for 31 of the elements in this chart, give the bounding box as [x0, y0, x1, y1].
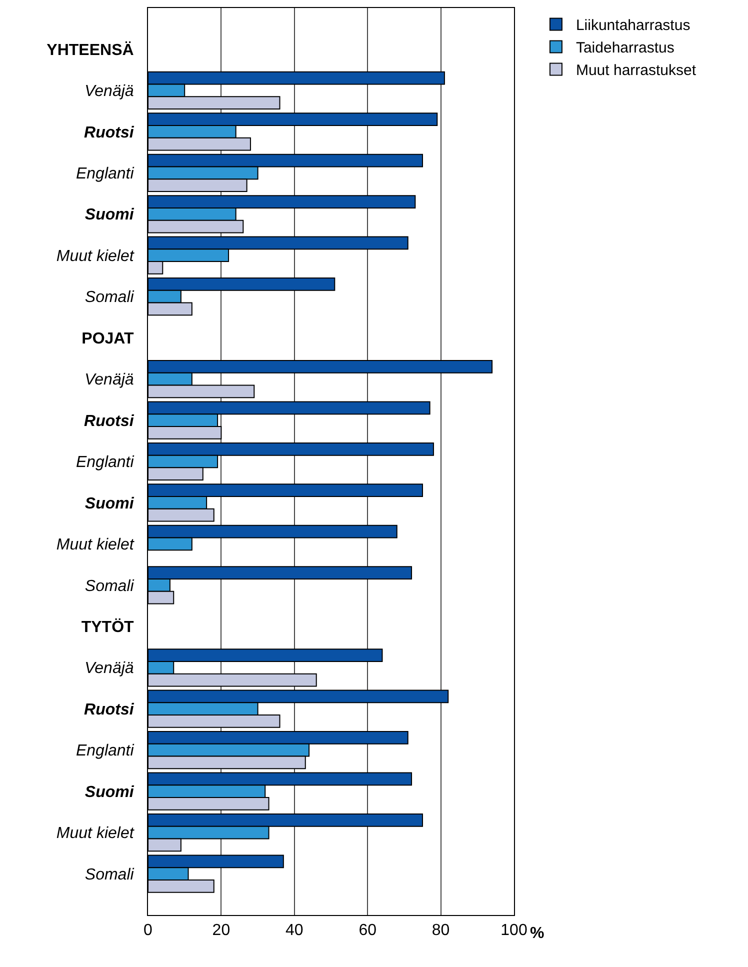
y-tick-label: Somali: [84, 289, 134, 306]
y-tick-label: Suomi: [84, 784, 134, 801]
x-tick-label: 40: [286, 922, 304, 940]
y-tick-label: Venäjä: [84, 372, 134, 389]
y-tick-label: Venäjä: [84, 660, 134, 678]
y-tick-label: Ruotsi: [84, 412, 134, 430]
y-tick-label: Muut kielet: [56, 536, 134, 554]
y-tick-label: Venäjä: [84, 83, 134, 100]
x-tick-label: 60: [358, 922, 377, 940]
y-tick-label: TYTÖT: [81, 618, 134, 636]
y-tick-label: Englanti: [76, 454, 134, 472]
y-tick-label: YHTEENSÄ: [46, 40, 134, 59]
legend-label: Liikuntaharrastus: [576, 17, 690, 34]
y-tick-label: POJAT: [82, 330, 134, 348]
x-axis-title: %: [530, 925, 544, 942]
x-tick-label: 80: [432, 922, 450, 940]
y-tick-label: Somali: [84, 866, 134, 884]
x-tick-label: 20: [212, 922, 230, 940]
y-tick-label: Muut kielet: [56, 248, 134, 265]
x-tick-label: 100: [500, 922, 528, 940]
x-tick-label: 0: [144, 922, 153, 940]
y-tick-label: Ruotsi: [84, 701, 134, 718]
y-tick-label: Somali: [84, 578, 134, 595]
legend-label: Taideharrastus: [576, 40, 674, 57]
y-tick-label: Englanti: [76, 166, 134, 183]
legend-label: Muut harrastukset: [576, 62, 697, 80]
y-tick-label: Ruotsi: [84, 124, 134, 142]
y-tick-label: Suomi: [84, 495, 134, 512]
y-tick-label: Englanti: [76, 742, 134, 760]
y-tick-label: Muut kielet: [56, 825, 134, 842]
y-tick-label: Suomi: [84, 206, 134, 224]
